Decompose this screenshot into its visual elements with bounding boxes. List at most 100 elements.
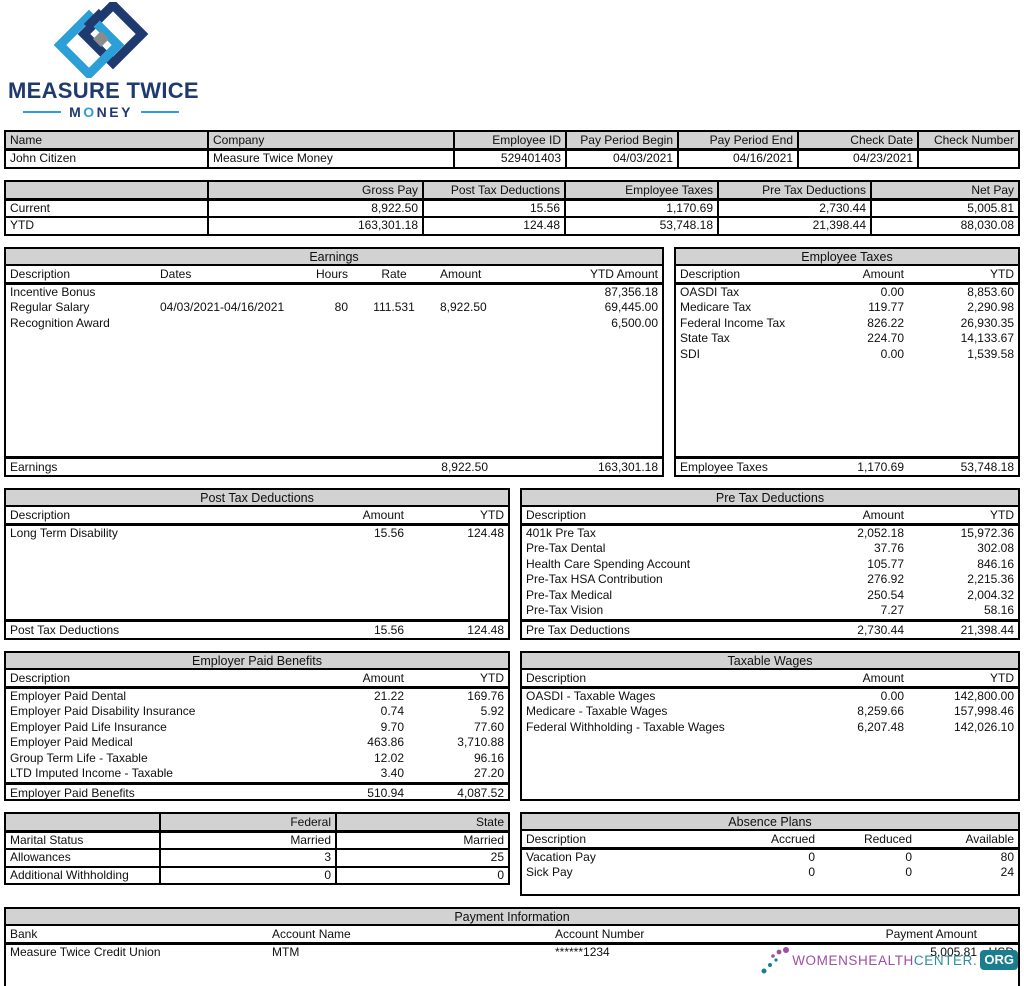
column-header: Dates bbox=[160, 266, 192, 281]
earnings-header-row: Description Dates Hours Rate Amount YTD … bbox=[6, 266, 662, 285]
table-row: Vacation Pay 0 0 80 bbox=[522, 850, 1018, 866]
cell: 69,445.00 bbox=[604, 300, 658, 314]
cell: 26,930.35 bbox=[960, 315, 1014, 330]
cell: 0.00 bbox=[880, 346, 904, 361]
pay-summary-table: Gross Pay Post Tax Deductions Employee T… bbox=[4, 179, 1020, 236]
table-row: John Citizen Measure Twice Money 5294014… bbox=[6, 151, 1018, 167]
cell: 142,026.10 bbox=[953, 719, 1014, 734]
cell: 163,301.18 bbox=[207, 218, 422, 234]
employer-paid-benefits-table: Employer Paid Benefits Description Amoun… bbox=[4, 650, 510, 801]
payment-header-row: Bank Account Name Account Number Payment… bbox=[6, 926, 1018, 945]
cell: ******1234 bbox=[555, 944, 610, 959]
cell: OASDI Tax bbox=[680, 284, 740, 299]
cell: 157,998.46 bbox=[953, 704, 1014, 718]
cell: Vacation Pay bbox=[526, 849, 596, 864]
total-ytd: 163,301.18 bbox=[597, 459, 658, 474]
cell bbox=[352, 285, 436, 301]
column-header: Amount bbox=[862, 507, 904, 522]
cell: 6,500.00 bbox=[611, 315, 658, 330]
cell bbox=[352, 316, 436, 332]
column-header: Description bbox=[10, 670, 71, 685]
table-row: Sick Pay 0 0 24 bbox=[522, 865, 1018, 881]
column-header: YTD bbox=[480, 670, 504, 685]
cell: Medicare Tax bbox=[680, 300, 752, 314]
cell: 5,005.81 bbox=[870, 200, 1018, 216]
total-label: Earnings bbox=[10, 459, 58, 474]
cell: 21.22 bbox=[373, 688, 404, 703]
tagline-letter: O bbox=[83, 104, 97, 120]
employee-taxes-table: Employee Taxes Description Amount YTD OA… bbox=[674, 246, 1020, 477]
cell: 5,005.81 bbox=[930, 944, 977, 959]
table-title: Absence Plans bbox=[522, 813, 1018, 831]
table-row: Regular Salary 04/03/2021-04/16/2021 80 … bbox=[6, 300, 662, 316]
cell: 8,922.50 bbox=[207, 200, 422, 216]
column-header: Available bbox=[965, 831, 1014, 846]
company-logo-icon bbox=[53, 2, 149, 78]
taxable-wages-header-row: Description Amount YTD bbox=[522, 670, 1018, 689]
table-row: YTD 163,301.18 124.48 53,748.18 21,398.4… bbox=[6, 216, 1018, 234]
table-row: Medicare Tax 119.77 2,290.98 bbox=[676, 300, 1018, 316]
table-row: Pre-Tax Medical 250.54 2,004.32 bbox=[522, 588, 1018, 604]
cell: Married bbox=[159, 832, 335, 848]
total-ytd: 53,748.18 bbox=[960, 459, 1014, 474]
table-title: Taxable Wages bbox=[522, 652, 1018, 670]
cell: 0 bbox=[808, 849, 815, 864]
table-row: OASDI Tax 0.00 8,853.60 bbox=[676, 285, 1018, 301]
watermark: WOMENSHEALTHCENTER. ORG bbox=[760, 944, 1018, 976]
cell: Pre-Tax Vision bbox=[526, 603, 604, 617]
cell: 1,170.69 bbox=[564, 200, 717, 216]
table-row: State Tax 224.70 14,133.67 bbox=[676, 331, 1018, 347]
cell: Sick Pay bbox=[526, 865, 573, 879]
table-row: Pre-Tax Dental 37.76 302.08 bbox=[522, 541, 1018, 557]
cell bbox=[294, 316, 352, 332]
cell: Married bbox=[335, 832, 508, 848]
cell: SDI bbox=[680, 346, 701, 361]
column-header: State bbox=[335, 813, 508, 830]
tax-elections-table: Federal State Marital Status Married Mar… bbox=[4, 811, 510, 885]
cell bbox=[917, 151, 1018, 167]
column-header: Amount bbox=[862, 670, 904, 685]
cell: 0 bbox=[905, 865, 912, 879]
column-header bbox=[981, 926, 1018, 942]
cell: 105.77 bbox=[867, 556, 904, 571]
cell: Additional Withholding bbox=[10, 867, 129, 882]
cell: 04/03/2021-04/16/2021 bbox=[160, 300, 285, 314]
table-row: Pre-Tax Vision 7.27 58.16 bbox=[522, 603, 1018, 619]
column-header: Reduced bbox=[863, 831, 912, 846]
table-row: Employer Paid Dental 21.22 169.76 bbox=[6, 689, 508, 705]
taxable-wages-table: Taxable Wages Description Amount YTD OAS… bbox=[520, 650, 1020, 801]
cell: 0.00 bbox=[880, 688, 904, 703]
cell: Employer Paid Disability Insurance bbox=[10, 704, 196, 718]
table-title: Employer Paid Benefits bbox=[6, 652, 508, 670]
cell: 0.00 bbox=[880, 284, 904, 299]
cell: 8,259.66 bbox=[857, 704, 904, 718]
cell: Recognition Award bbox=[10, 315, 110, 330]
table-row: OASDI - Taxable Wages 0.00 142,800.00 bbox=[522, 689, 1018, 705]
cell: 87,356.18 bbox=[604, 284, 658, 299]
cell: 1,539.58 bbox=[967, 346, 1014, 361]
column-header: YTD Amount bbox=[589, 266, 658, 281]
cell: 24 bbox=[1000, 865, 1014, 879]
cell: 58.16 bbox=[983, 603, 1014, 617]
cell: 169.76 bbox=[467, 688, 504, 703]
cell: 124.48 bbox=[467, 525, 504, 540]
column-header: YTD bbox=[990, 670, 1014, 685]
column-header: YTD bbox=[480, 507, 504, 522]
cell: 9.70 bbox=[380, 719, 404, 734]
table-row: LTD Imputed Income - Taxable 3.40 27.20 bbox=[6, 766, 508, 782]
cell: 142,800.00 bbox=[953, 688, 1014, 703]
column-header: Pay Period End bbox=[677, 132, 797, 148]
tagline-left-rule bbox=[23, 110, 62, 114]
total-amount: 8,922.50 bbox=[441, 459, 488, 474]
cell: 88,030.08 bbox=[870, 218, 1018, 234]
cell: 2,052.18 bbox=[857, 525, 904, 540]
cell: Regular Salary bbox=[10, 300, 90, 314]
dots-swoosh-icon bbox=[761, 947, 790, 974]
benefits-header-row: Description Amount YTD bbox=[6, 670, 508, 689]
cell: 224.70 bbox=[867, 331, 904, 345]
column-header: Payment Amount bbox=[885, 926, 977, 941]
column-header bbox=[6, 813, 159, 830]
cell bbox=[294, 285, 352, 301]
column-header: Description bbox=[526, 670, 587, 685]
cell: Employer Paid Dental bbox=[10, 688, 127, 703]
